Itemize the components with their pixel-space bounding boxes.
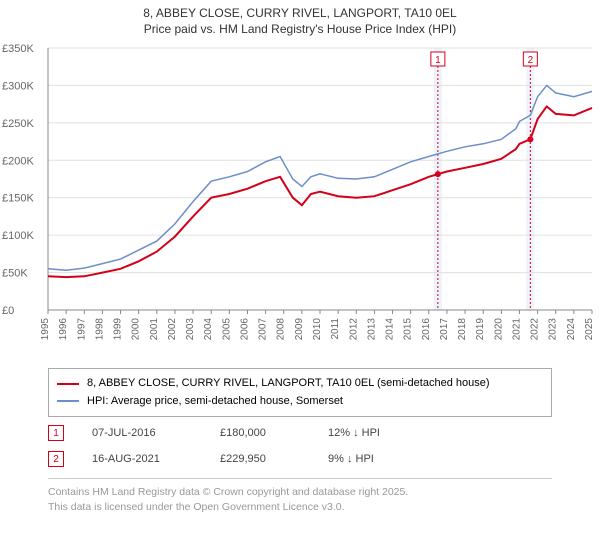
legend-swatch-red	[57, 383, 79, 385]
chart: £0 £50K £100K £150K £200K £250K £300K £350K 1995…	[0, 40, 600, 360]
svg-text:2016: 2016	[421, 318, 432, 341]
event-marker-icon: 1	[48, 425, 64, 441]
svg-text:2025: 2025	[584, 318, 595, 341]
svg-text:1995: 1995	[40, 318, 51, 341]
svg-text:2001: 2001	[149, 318, 160, 341]
svg-text:2009: 2009	[294, 318, 305, 341]
svg-text:£300K: £300K	[2, 80, 34, 92]
legend-label-blue: HPI: Average price, semi-detached house,…	[87, 393, 343, 411]
svg-text:1996: 1996	[58, 318, 69, 341]
event-date: 07-JUL-2016	[92, 427, 192, 439]
svg-text:2012: 2012	[348, 318, 359, 341]
legend-swatch-blue	[57, 400, 79, 402]
svg-text:£100K: £100K	[2, 230, 34, 242]
svg-text:1998: 1998	[94, 318, 105, 341]
svg-text:2: 2	[528, 55, 534, 66]
svg-text:2004: 2004	[203, 318, 214, 341]
legend-label-red: 8, ABBEY CLOSE, CURRY RIVEL, LANGPORT, T…	[87, 375, 490, 393]
events-table: 1 07-JUL-2016 £180,000 12% ↓ HPI 2 16-AU…	[48, 420, 552, 472]
svg-text:2007: 2007	[258, 318, 269, 341]
svg-text:2022: 2022	[530, 318, 541, 341]
svg-text:2002: 2002	[167, 318, 178, 341]
svg-text:2005: 2005	[221, 318, 232, 341]
svg-text:2018: 2018	[457, 318, 468, 341]
svg-text:£150K: £150K	[2, 193, 34, 205]
footer-line1: Contains HM Land Registry data © Crown c…	[48, 485, 552, 500]
svg-text:2010: 2010	[312, 318, 323, 341]
legend-row-red: 8, ABBEY CLOSE, CURRY RIVEL, LANGPORT, T…	[57, 375, 543, 393]
svg-text:2023: 2023	[548, 318, 559, 341]
event-date: 16-AUG-2021	[92, 453, 192, 465]
svg-text:2021: 2021	[511, 318, 522, 341]
event-marker-icon: 2	[48, 451, 64, 467]
title-line2: Price paid vs. HM Land Registry's House …	[0, 22, 600, 38]
footer-line2: This data is licensed under the Open Gov…	[48, 500, 552, 515]
svg-text:2014: 2014	[385, 318, 396, 341]
svg-text:£350K: £350K	[2, 43, 34, 55]
svg-text:2006: 2006	[239, 318, 250, 341]
svg-text:2019: 2019	[475, 318, 486, 341]
event-price: £180,000	[220, 427, 300, 439]
event-delta: 9% ↓ HPI	[328, 453, 408, 465]
svg-text:1999: 1999	[113, 318, 124, 341]
legend-row-blue: HPI: Average price, semi-detached house,…	[57, 393, 543, 411]
title-line1: 8, ABBEY CLOSE, CURRY RIVEL, LANGPORT, T…	[0, 6, 600, 22]
svg-text:2013: 2013	[366, 318, 377, 341]
svg-text:£250K: £250K	[2, 118, 34, 130]
svg-text:£50K: £50K	[2, 268, 28, 280]
event-delta: 12% ↓ HPI	[328, 427, 408, 439]
footer: Contains HM Land Registry data © Crown c…	[48, 478, 552, 514]
svg-text:2008: 2008	[276, 318, 287, 341]
svg-text:2020: 2020	[493, 318, 504, 341]
legend: 8, ABBEY CLOSE, CURRY RIVEL, LANGPORT, T…	[48, 368, 552, 417]
svg-text:2000: 2000	[131, 318, 142, 341]
svg-text:2017: 2017	[439, 318, 450, 341]
event-row: 2 16-AUG-2021 £229,950 9% ↓ HPI	[48, 446, 552, 472]
chart-title: 8, ABBEY CLOSE, CURRY RIVEL, LANGPORT, T…	[0, 0, 600, 37]
svg-text:2024: 2024	[566, 318, 577, 341]
svg-text:£0: £0	[2, 305, 14, 317]
svg-text:2011: 2011	[330, 318, 341, 340]
svg-text:1997: 1997	[76, 318, 87, 341]
svg-text:2015: 2015	[403, 318, 414, 341]
event-row: 1 07-JUL-2016 £180,000 12% ↓ HPI	[48, 420, 552, 446]
event-price: £229,950	[220, 453, 300, 465]
svg-text:2003: 2003	[185, 318, 196, 341]
svg-text:1: 1	[435, 55, 441, 66]
svg-text:£200K: £200K	[2, 155, 34, 167]
